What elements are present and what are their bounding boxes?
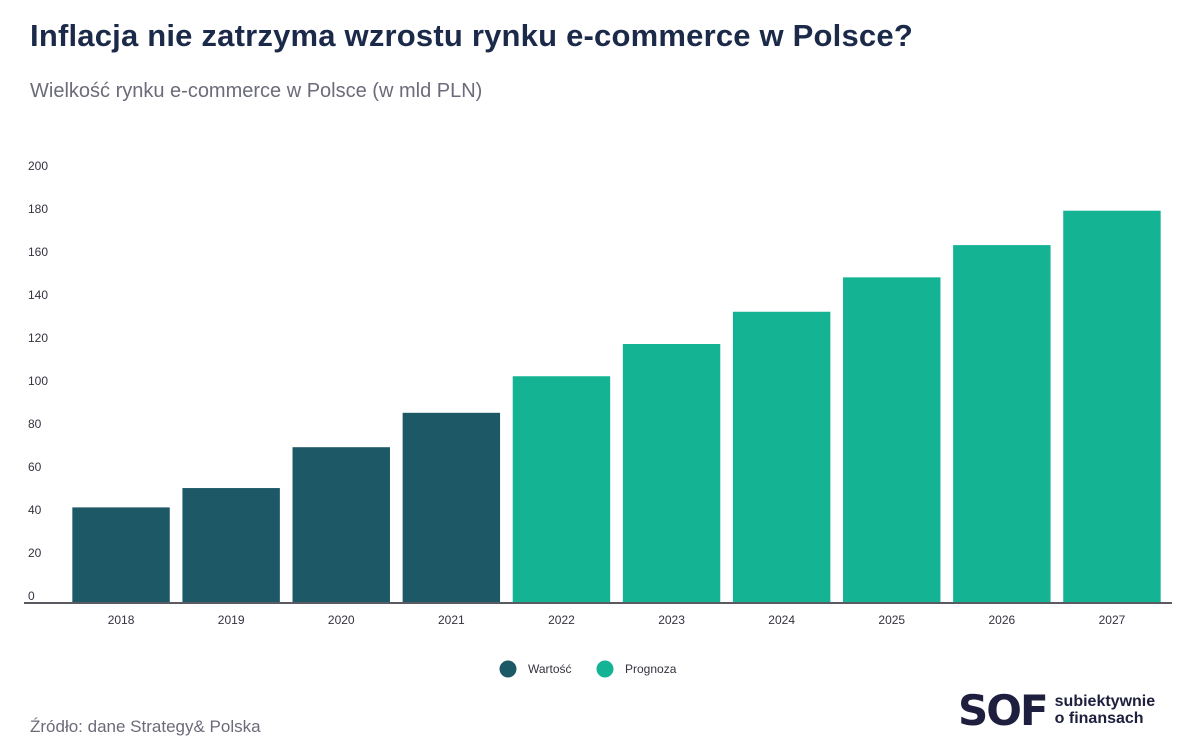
legend-swatch-0	[499, 660, 517, 678]
legend-label-1: Prognoza	[625, 662, 677, 676]
y-tick-label: 60	[28, 460, 42, 474]
x-tick-label: 2024	[768, 613, 795, 627]
y-tick-label: 160	[28, 245, 48, 259]
bar-2026	[953, 245, 1051, 602]
x-tick-label: 2025	[878, 613, 905, 627]
x-tick-label: 2018	[108, 613, 135, 627]
x-tick-label: 2021	[438, 613, 465, 627]
sof-logo: SOF subiektywnie o finansach	[958, 690, 1155, 732]
bar-2023	[622, 344, 721, 602]
y-tick-label: 140	[28, 288, 48, 302]
bar-2024	[732, 311, 831, 602]
y-tick-label: 120	[28, 331, 48, 345]
y-tick-label: 40	[28, 503, 42, 517]
x-tick-label: 2022	[548, 613, 575, 627]
bar-2022	[512, 376, 611, 602]
sof-logo-line2: o finansach	[1054, 710, 1144, 727]
y-tick-label: 200	[28, 159, 48, 173]
legend-swatch-1	[596, 660, 614, 678]
chart-title: Inflacja nie zatrzyma wzrostu rynku e-co…	[30, 18, 913, 53]
y-tick-label: 20	[28, 546, 42, 560]
y-tick-label: 100	[28, 374, 48, 388]
bar-2025	[843, 277, 941, 602]
y-tick-label: 180	[28, 202, 48, 216]
x-tick-label: 2027	[1099, 613, 1126, 627]
legend-label-0: Wartość	[528, 662, 572, 676]
sof-logo-text: subiektywnie o finansach	[1054, 693, 1156, 728]
sof-logo-mark: SOF	[958, 686, 1049, 735]
source-note: Źródło: dane Strategy& Polska	[30, 717, 261, 736]
y-tick-label: 80	[28, 417, 42, 431]
chart-subtitle: Wielkość rynku e-commerce w Polsce (w ml…	[30, 80, 483, 102]
x-tick-label: 2023	[658, 613, 685, 627]
x-tick-label: 2020	[328, 613, 355, 627]
x-tick-label: 2019	[218, 613, 245, 627]
bar-2021	[402, 412, 501, 602]
x-tick-label: 2026	[988, 613, 1015, 627]
bar-2020	[292, 447, 390, 602]
bar-2018	[72, 507, 170, 602]
bar-2019	[182, 488, 280, 602]
sof-logo-line1: subiektywnie	[1054, 693, 1156, 711]
y-tick-label: 0	[28, 589, 35, 603]
bar-2027	[1063, 210, 1161, 602]
